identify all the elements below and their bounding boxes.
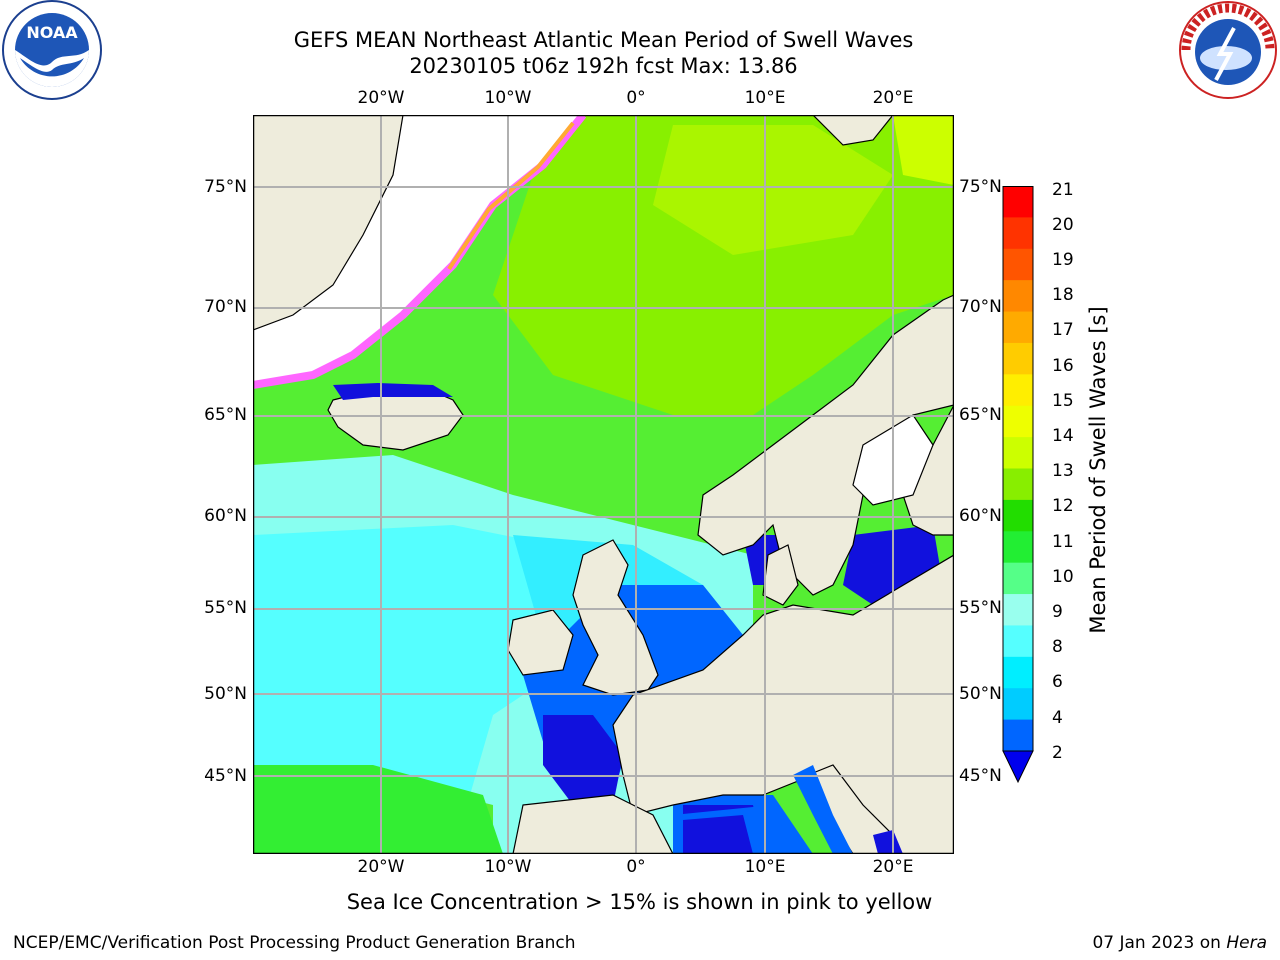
lat-tick-left: 70°N bbox=[204, 297, 247, 317]
lat-tick-right: 45°N bbox=[959, 766, 1002, 786]
denmark-land bbox=[762, 544, 799, 606]
colorbar-tick: 9 bbox=[1052, 602, 1063, 622]
lat-tick-left: 60°N bbox=[204, 506, 247, 526]
colorbar-segment bbox=[1003, 186, 1033, 218]
lat-tick-left: 50°N bbox=[204, 684, 247, 704]
footer-machine: Hera bbox=[1226, 933, 1267, 953]
greenland-land bbox=[253, 115, 403, 330]
colorbar-tick: 15 bbox=[1052, 391, 1074, 411]
ionian-darkblue bbox=[873, 830, 903, 854]
colorbar-extend-triangle bbox=[1002, 750, 1034, 784]
noaa-logo-icon: NOAA bbox=[0, 0, 104, 100]
footer-date-text: 07 Jan 2023 on bbox=[1092, 933, 1227, 953]
colorbar-segment bbox=[1003, 625, 1033, 658]
chart-title: GEFS MEAN Northeast Atlantic Mean Period… bbox=[293, 28, 914, 52]
lon-tick-bottom: 20°E bbox=[872, 857, 914, 877]
colorbar-segment bbox=[1003, 374, 1033, 407]
lat-tick-right: 70°N bbox=[959, 297, 1002, 317]
colorbar-segment bbox=[1003, 468, 1033, 501]
colorbar-tick: 12 bbox=[1052, 496, 1074, 516]
lon-tick-top: 10°E bbox=[744, 88, 786, 108]
colorbar-segment bbox=[1003, 531, 1033, 564]
adriatic-blue bbox=[793, 765, 853, 854]
sea-ice-caption: Sea Ice Concentration > 15% is shown in … bbox=[346, 890, 933, 914]
lat-tick-left: 75°N bbox=[204, 177, 247, 197]
colorbar-tick: 2 bbox=[1052, 743, 1063, 763]
colorbar bbox=[1000, 186, 1036, 784]
lon-tick-top: 20°E bbox=[872, 88, 914, 108]
mediterranean-darkblue bbox=[683, 815, 753, 854]
colorbar-segment bbox=[1003, 437, 1033, 470]
lat-tick-right: 75°N bbox=[959, 177, 1002, 197]
colorbar-tick: 20 bbox=[1052, 215, 1074, 235]
colorbar-segment bbox=[1003, 688, 1033, 721]
lon-tick-bottom: 10°E bbox=[744, 857, 786, 877]
lon-tick-top: 10°W bbox=[484, 88, 532, 108]
lon-tick-top: 20°W bbox=[357, 88, 405, 108]
colorbar-tick: 4 bbox=[1052, 708, 1063, 728]
swell-field-yellowgreen-2 bbox=[653, 125, 893, 255]
iceland-north-blue bbox=[333, 383, 453, 400]
colorbar-tick: 16 bbox=[1052, 356, 1074, 376]
lat-tick-right: 60°N bbox=[959, 506, 1002, 526]
colorbar-segment bbox=[1003, 562, 1033, 595]
footer-date: 07 Jan 2023 on Hera bbox=[1092, 933, 1267, 953]
colorbar-segment bbox=[1003, 280, 1033, 313]
svalbard-land bbox=[812, 115, 894, 146]
colorbar-frame bbox=[1002, 186, 1034, 752]
colorbar-segment bbox=[1003, 594, 1033, 627]
colorbar-segment bbox=[1003, 311, 1033, 344]
lat-tick-right: 55°N bbox=[959, 598, 1002, 618]
lat-tick-right: 50°N bbox=[959, 684, 1002, 704]
lon-tick-bottom: 20°W bbox=[357, 857, 405, 877]
lon-tick-top: 0° bbox=[626, 88, 646, 108]
colorbar-tick: 19 bbox=[1052, 250, 1074, 270]
colorbar-segment bbox=[1003, 656, 1033, 689]
swell-field-yellow bbox=[893, 115, 954, 185]
lat-tick-left: 45°N bbox=[204, 766, 247, 786]
map-frame bbox=[253, 115, 954, 854]
lat-tick-right: 65°N bbox=[959, 405, 1002, 425]
swell-field-green-south bbox=[253, 765, 503, 854]
colorbar-tick: 13 bbox=[1052, 461, 1074, 481]
colorbar-tick: 11 bbox=[1052, 532, 1074, 552]
colorbar-tick: 14 bbox=[1052, 426, 1074, 446]
colorbar-segment bbox=[1003, 405, 1033, 438]
colorbar-title: Mean Period of Swell Waves [s] bbox=[1086, 306, 1110, 634]
lon-tick-bottom: 10°W bbox=[484, 857, 532, 877]
lat-tick-left: 55°N bbox=[204, 598, 247, 618]
iberia-land bbox=[512, 794, 674, 854]
svg-text:NOAA: NOAA bbox=[26, 23, 78, 42]
colorbar-tick: 21 bbox=[1052, 180, 1074, 200]
swell-field-darkblue bbox=[543, 715, 623, 805]
lat-tick-left: 65°N bbox=[204, 405, 247, 425]
colorbar-segment bbox=[1003, 342, 1033, 375]
colorbar-tick: 10 bbox=[1052, 567, 1074, 587]
colorbar-tick: 8 bbox=[1052, 637, 1063, 657]
colorbar-segment bbox=[1003, 499, 1033, 532]
colorbar-tick: 6 bbox=[1052, 672, 1063, 692]
colorbar-segment bbox=[1003, 217, 1033, 250]
colorbar-segment bbox=[1003, 719, 1033, 752]
colorbar-segment bbox=[1003, 248, 1033, 281]
chart-subtitle: 20230105 t06z 192h fcst Max: 13.86 bbox=[409, 54, 798, 78]
nws-logo-icon bbox=[1176, 0, 1280, 100]
footer-credit: NCEP/EMC/Verification Post Processing Pr… bbox=[13, 933, 576, 953]
lon-tick-bottom: 0° bbox=[626, 857, 646, 877]
colorbar-tick: 17 bbox=[1052, 320, 1074, 340]
colorbar-tick: 18 bbox=[1052, 285, 1074, 305]
graticule bbox=[253, 115, 954, 854]
map-panel[interactable] bbox=[253, 115, 954, 854]
